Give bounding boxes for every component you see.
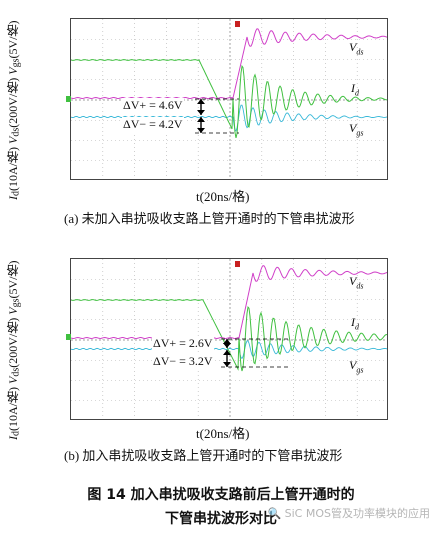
arrow-head xyxy=(197,117,205,122)
panel-b: Id(10A/格) Vds(200V/格) Vgs(5V/格) Vds Id V… xyxy=(0,240,442,470)
arrow-head xyxy=(223,362,231,367)
panel-b-caption: (b) 加入串扰吸收支路上管开通时的下管串扰波形 xyxy=(64,448,343,463)
figure-title-line1: 图 14 加入串扰吸收支路前后上管开通时的 xyxy=(87,487,355,503)
delta-v-minus-a: ΔV− = 4.2V xyxy=(122,117,184,132)
waveform-svg-a xyxy=(71,19,387,179)
signal-label-id-b: Id xyxy=(351,315,359,332)
id-waveform xyxy=(71,59,387,139)
vds-waveform xyxy=(71,28,387,100)
delta-v-minus-b: ΔV− = 3.2V xyxy=(152,354,214,369)
panel-a: Id(10A/格) Vds(200V/格) Vgs(5V/格) Vds Id V… xyxy=(0,0,442,230)
panel-b-y-axis-label: Id(10A/格) Vds(200V/格) Vgs(5V/格) xyxy=(6,260,22,441)
trigger-marker-a xyxy=(66,96,71,102)
signal-label-vds-a: Vds xyxy=(349,40,364,57)
signal-label-vgs-b: Vgs xyxy=(349,358,364,375)
trigger-marker-b xyxy=(66,334,71,340)
oscilloscope-plot-b xyxy=(70,258,388,420)
signal-label-vgs-a: Vgs xyxy=(349,121,364,138)
arrow-head xyxy=(223,339,231,344)
delta-v-plus-a: ΔV+ = 4.6V xyxy=(122,98,184,113)
figure-title-line2: 下管串扰波形对比 xyxy=(165,511,277,527)
watermark: 🔍 SiC MOS管及功率模块的应用 xyxy=(267,507,430,520)
waveform-svg-b xyxy=(71,259,387,419)
arrow-head xyxy=(223,343,231,348)
vgs-waveform xyxy=(71,340,387,360)
signal-label-vds-b: Vds xyxy=(349,274,364,291)
panel-a-caption: (a) 未加入串扰吸收支路上管开通时的下管串扰波形 xyxy=(64,211,355,226)
arrow-head xyxy=(197,99,205,104)
trigger-marker xyxy=(235,21,240,27)
vgs-waveform xyxy=(71,104,387,132)
delta-v-plus-b: ΔV+ = 2.6V xyxy=(152,336,214,351)
signal-label-id-a: Id xyxy=(351,81,359,98)
arrow-head xyxy=(223,350,231,355)
trigger-marker xyxy=(235,261,240,267)
panel-a-y-axis-label: Id(10A/格) Vds(200V/格) Vgs(5V/格) xyxy=(6,20,22,201)
arrow-head xyxy=(197,110,205,115)
oscilloscope-plot-a xyxy=(70,18,388,180)
id-waveform xyxy=(71,299,387,372)
panel-a-x-axis-label: t(20ns/格) xyxy=(196,189,250,204)
vds-waveform xyxy=(71,265,387,340)
panel-b-x-axis-label: t(20ns/格) xyxy=(196,426,250,441)
arrow-head xyxy=(197,128,205,133)
